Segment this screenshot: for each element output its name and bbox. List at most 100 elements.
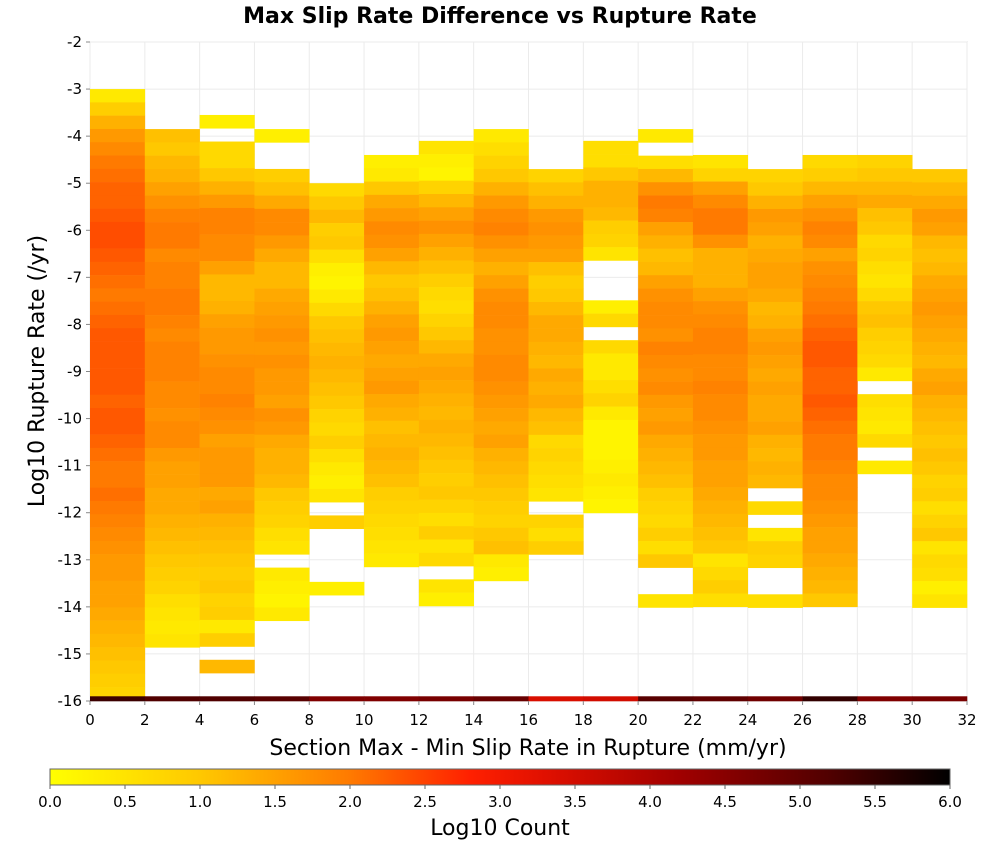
heatmap-cell	[912, 594, 968, 608]
heatmap-cell	[199, 659, 255, 674]
colorbar-tick-label: 3.0	[488, 793, 512, 811]
heatmap-cell	[473, 328, 529, 342]
heatmap-cell	[418, 433, 474, 447]
heatmap-cell	[90, 354, 146, 369]
heatmap-cell	[857, 460, 913, 475]
heatmap-cell	[90, 168, 146, 183]
heatmap-cell	[802, 593, 858, 608]
heatmap-cell	[583, 140, 639, 155]
heatmap-cell	[309, 316, 365, 330]
heatmap-cell	[692, 208, 749, 222]
heatmap-cell	[254, 434, 310, 449]
heatmap-cell	[144, 275, 200, 289]
heatmap-cell	[747, 421, 803, 436]
heatmap-cell	[309, 329, 365, 343]
heatmap-cell	[254, 354, 310, 369]
heatmap-cell	[583, 154, 639, 168]
heatmap-cell	[144, 394, 200, 409]
heatmap-cell	[90, 341, 146, 356]
colorbar: 0.0 0.5 1.0 1.5 2.0 2.5 3.0 3.5 4.0 4.5 5.0 5.5 6.0	[38, 768, 962, 811]
heatmap-cell	[144, 381, 200, 396]
heatmap-cell	[638, 354, 694, 369]
heatmap-cell	[802, 234, 858, 249]
heatmap-cell	[418, 592, 474, 607]
heatmap-cell	[364, 221, 420, 236]
heatmap-cell	[638, 328, 694, 342]
heatmap-cell	[638, 541, 694, 555]
heatmap-cell	[583, 380, 639, 394]
heatmap-cell	[418, 459, 474, 474]
heatmap-cell	[254, 182, 310, 196]
colorbar-tick-label: 4.0	[638, 793, 662, 811]
x-tick-label: 26	[793, 711, 812, 729]
heatmap-cell	[638, 208, 694, 223]
heatmap-cell	[528, 474, 584, 489]
heatmap-cell	[144, 168, 200, 183]
heatmap-cell	[473, 301, 529, 316]
heatmap-cell	[747, 301, 803, 316]
heatmap-cell	[692, 553, 749, 568]
heatmap-cell	[528, 235, 584, 250]
heatmap-cell	[802, 247, 858, 262]
heatmap-cell	[638, 235, 694, 249]
heatmap-cell	[583, 366, 639, 381]
heatmap-cell	[309, 249, 365, 264]
heatmap-cell	[90, 447, 146, 462]
heatmap-cell	[528, 461, 584, 476]
heatmap-cell	[90, 407, 146, 422]
heatmap-cell	[747, 501, 803, 515]
heatmap-cell	[528, 341, 584, 356]
heatmap-cell	[857, 420, 913, 435]
heatmap-cell	[692, 566, 749, 581]
heatmap-cell	[638, 288, 694, 303]
heatmap-cell	[912, 554, 968, 569]
heatmap-cell	[309, 276, 365, 290]
heatmap-cell	[199, 619, 255, 634]
heatmap-cell	[638, 301, 694, 316]
y-tick-label: -9	[67, 363, 82, 381]
heatmap-cell	[692, 420, 749, 435]
heatmap-cell	[528, 262, 584, 276]
heatmap-cell	[418, 526, 474, 540]
heatmap-cell	[912, 488, 968, 502]
heatmap-cell	[528, 488, 584, 502]
heatmap-cell	[583, 393, 639, 407]
heatmap-cell	[144, 235, 200, 249]
heatmap-cell	[473, 368, 529, 382]
heatmap-cell	[583, 167, 639, 182]
heatmap-cell	[364, 500, 420, 515]
heatmap-cell	[254, 696, 310, 702]
heatmap-cell	[802, 287, 858, 302]
heatmap-cell	[583, 486, 639, 500]
heatmap-cell	[309, 475, 365, 490]
heatmap-cell	[199, 696, 255, 702]
heatmap-cell	[144, 354, 200, 369]
heatmap-cell	[912, 208, 968, 223]
heatmap-cell	[364, 208, 420, 222]
heatmap-cell	[802, 367, 858, 382]
heatmap-cell	[199, 593, 255, 607]
heatmap-cell	[199, 540, 255, 554]
heatmap-cell	[912, 169, 968, 183]
heatmap-cell	[90, 182, 146, 196]
heatmap-cell	[90, 567, 146, 582]
heatmap-cell	[802, 487, 858, 501]
heatmap-cell	[912, 182, 968, 196]
heatmap-cell	[254, 474, 310, 489]
heatmap-cell	[199, 327, 255, 342]
heatmap-cell	[692, 447, 749, 461]
heatmap-cell	[144, 696, 200, 702]
colorbar-ticks: 0.0 0.5 1.0 1.5 2.0 2.5 3.0 3.5 4.0 4.5 5.0 5.5 6.0	[38, 785, 962, 811]
heatmap-cell	[309, 289, 365, 304]
heatmap-cell	[583, 473, 639, 487]
heatmap-cell	[144, 182, 200, 196]
heatmap-cell	[418, 473, 474, 487]
heatmap-cell	[473, 275, 529, 289]
heatmap-cell	[857, 287, 913, 302]
heatmap-cell	[692, 380, 749, 395]
heatmap-cell	[747, 554, 803, 569]
heatmap-cell	[144, 195, 200, 210]
heatmap-cell	[90, 381, 146, 396]
heatmap-cell	[747, 527, 803, 542]
heatmap-cell	[802, 540, 858, 554]
